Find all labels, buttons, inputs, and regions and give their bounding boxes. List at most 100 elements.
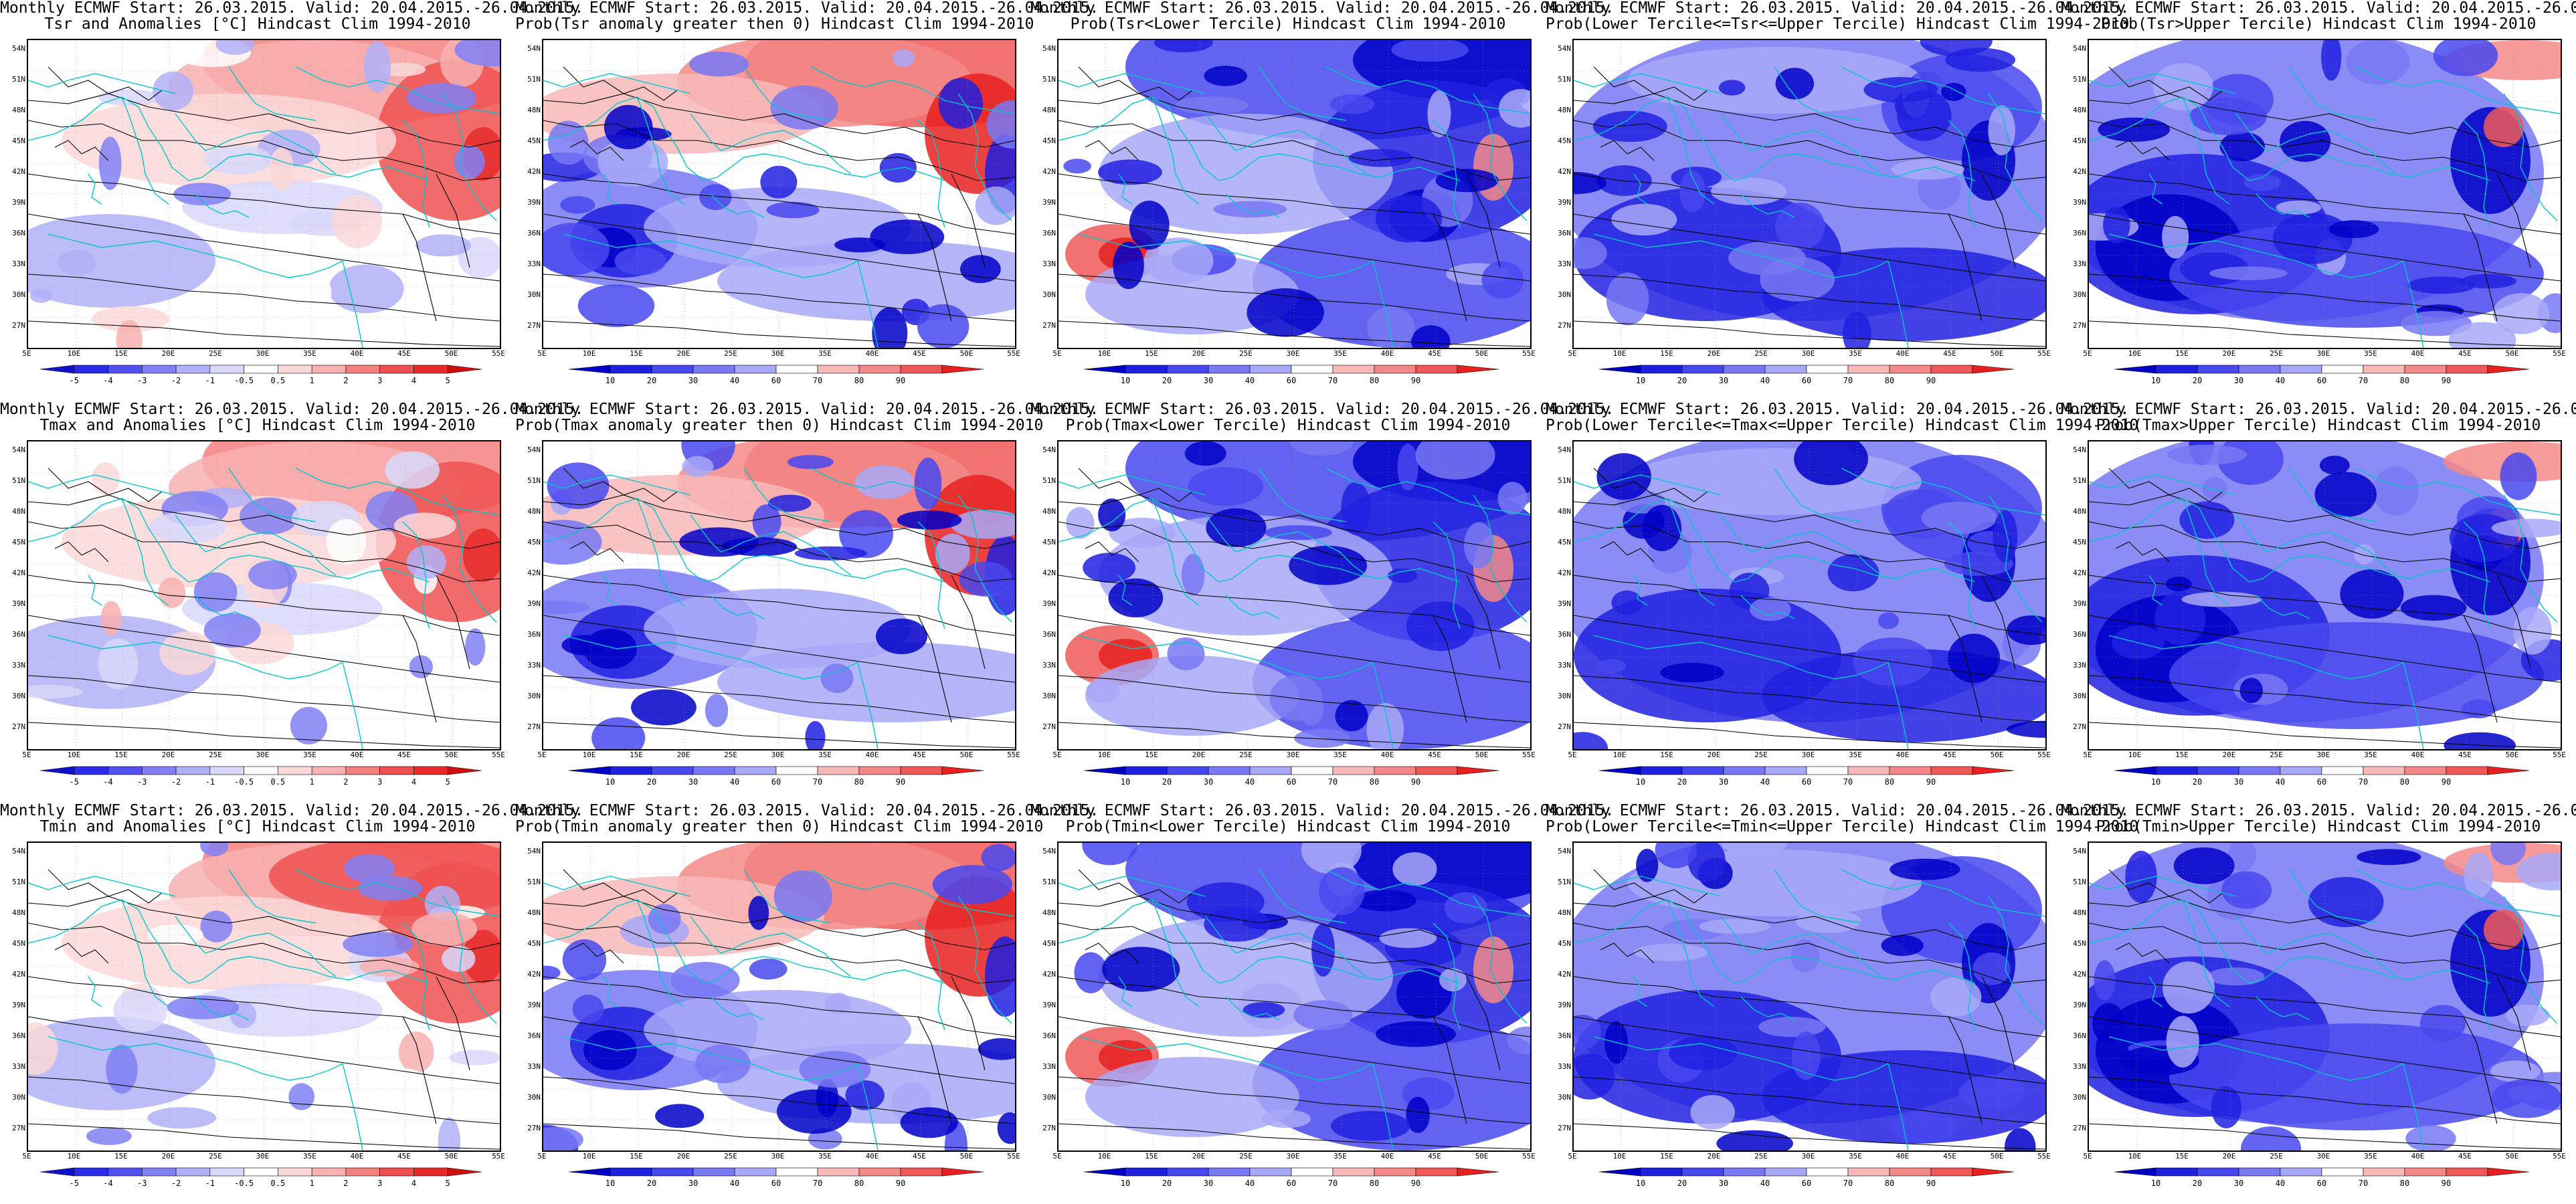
panel-tmin-anomaly: Monthly ECMWF Start: 26.03.2015. Valid: …	[0, 803, 583, 1204]
shaded-region	[2094, 960, 2116, 1001]
panel-tmax-prob-lower: Monthly ECMWF Start: 26.03.2015. Valid: …	[1030, 401, 1614, 803]
colorbar-swatch	[2197, 1167, 2239, 1177]
colorbar-swatch	[775, 365, 818, 374]
colorbar-min-arrow	[1083, 365, 1126, 374]
latitude-label: 48N	[2073, 908, 2086, 917]
map-svg	[28, 40, 500, 348]
colorbar-tick-label: -0.5	[234, 376, 254, 385]
coastline	[957, 494, 1012, 623]
coastline	[2463, 120, 2491, 228]
longitude-label: 50E	[1475, 349, 1489, 358]
longitude-label: 55E	[2037, 349, 2051, 358]
colorbar-tick-label: 40	[2275, 376, 2286, 385]
shaded-region	[1354, 890, 1416, 912]
contour-line	[28, 213, 500, 282]
longitude-label: 40E	[1896, 750, 1910, 759]
shaded-region	[2239, 678, 2264, 704]
latitude-label: 51N	[527, 878, 541, 886]
latitude-label: 45N	[2073, 939, 2086, 948]
colorbar-tick-label: 30	[2233, 777, 2244, 787]
shaded-region	[1574, 732, 1608, 749]
map-area	[27, 841, 501, 1152]
colorbar-tick-label: -5	[69, 376, 79, 385]
longitude-label: 20E	[161, 750, 175, 759]
shaded-region	[2243, 174, 2281, 191]
colorbar-tick-label: 90	[2441, 376, 2452, 385]
shaded-region	[749, 959, 788, 980]
longitude-label: 15E	[114, 750, 128, 759]
coastline	[1814, 932, 1882, 977]
colorbar-swatch	[900, 365, 943, 374]
coastline	[1774, 66, 1862, 121]
contour-line	[1085, 541, 1139, 563]
longitude-label: 10E	[582, 750, 596, 759]
coastline	[2329, 531, 2397, 576]
latitude-label: 30N	[527, 290, 541, 299]
colorbar-svg	[39, 1167, 482, 1177]
colorbar-swatch	[1806, 766, 1849, 775]
longitude-label: 5E	[2083, 349, 2092, 358]
panel-tsr-prob-gt0: Monthly ECMWF Start: 26.03.2015. Valid: …	[515, 0, 1099, 401]
longitude-label: 10E	[1097, 349, 1111, 358]
shaded-region	[1633, 943, 1708, 961]
map-svg	[28, 441, 500, 749]
coastline	[810, 869, 1015, 917]
longitude-label: 35E	[1849, 1152, 1862, 1161]
colorbar-swatch	[2321, 365, 2364, 374]
colorbar-tick-label: 90	[1926, 777, 1936, 787]
colorbar-tick-label: 60	[2316, 376, 2327, 385]
longitude-label: 45E	[2458, 1152, 2472, 1161]
map-area	[1572, 841, 2047, 1152]
longitude-label: 50E	[959, 1152, 974, 1161]
contour-line	[569, 541, 624, 563]
coastlines	[1574, 869, 2045, 1150]
longitude-label: 25E	[1754, 1152, 1768, 1161]
colorbar-tick-label: 70	[2358, 1179, 2369, 1188]
colorbar-swatch	[1332, 365, 1375, 374]
shaded-region	[717, 241, 1015, 321]
colorbar-swatch	[817, 365, 860, 374]
colorbar-swatch	[2238, 1167, 2281, 1177]
coastline	[1473, 494, 1528, 623]
colorbar-swatch	[817, 1167, 860, 1177]
longitude-label: 55E	[492, 750, 505, 759]
shaded-region	[158, 577, 186, 609]
contour-line	[2496, 976, 2531, 1071]
coastline	[563, 635, 858, 680]
latitude-label: 51N	[12, 878, 25, 886]
shaded-region	[1749, 597, 1791, 621]
shaded-region	[406, 83, 477, 114]
shaded-region	[1890, 1110, 1958, 1143]
shaded-region	[1366, 702, 1404, 749]
contour-line	[2496, 173, 2531, 268]
longitude-label: 20E	[2222, 1152, 2236, 1161]
colorbar-tick-label: 5	[445, 1179, 450, 1188]
shaded-region	[748, 896, 769, 930]
colorbar-swatch	[142, 766, 177, 775]
shaded-region	[288, 1083, 315, 1110]
shaded-region	[1716, 1130, 1793, 1150]
longitude-label: 25E	[724, 1152, 737, 1161]
panel-tmin-prob-lower: Monthly ECMWF Start: 26.03.2015. Valid: …	[1030, 803, 1614, 1204]
coastline	[1814, 531, 1882, 576]
contour-line	[2089, 575, 2561, 636]
longitude-label: 20E	[2222, 750, 2236, 759]
contour-line	[543, 173, 1015, 235]
colorbar-tick-label: 10	[1120, 777, 1131, 787]
colorbar-tick-label: 70	[2358, 376, 2369, 385]
colorbar-swatch	[244, 1167, 278, 1177]
shaded-region	[699, 184, 732, 211]
shaded-region	[2340, 569, 2404, 619]
latitude-label: 48N	[1558, 908, 1571, 917]
latitude-label: 51N	[2073, 878, 2086, 886]
latitude-label: 51N	[1042, 75, 1056, 84]
colorbar-tick-label: 40	[1245, 777, 1255, 787]
longitude-label: 25E	[724, 349, 737, 358]
contour-line	[917, 615, 952, 723]
colorbar-swatch	[2238, 365, 2281, 374]
shaded-region	[2173, 847, 2235, 884]
colorbar-tick-label: 70	[1327, 1179, 1338, 1188]
shaded-region	[893, 49, 915, 68]
coastline	[2089, 474, 2237, 496]
contour-line	[1059, 976, 1530, 1037]
